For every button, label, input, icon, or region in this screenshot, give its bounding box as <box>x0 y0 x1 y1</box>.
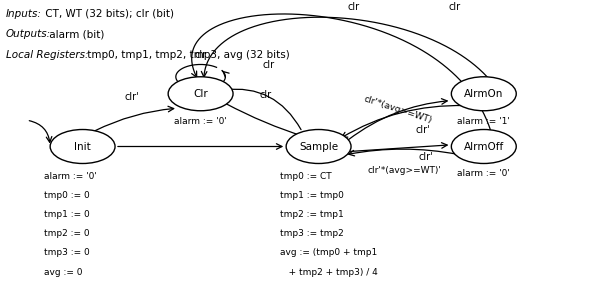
Text: clr'*(avg>=WT): clr'*(avg>=WT) <box>363 95 434 125</box>
Ellipse shape <box>286 130 351 163</box>
Text: clr': clr' <box>416 125 431 135</box>
Ellipse shape <box>451 130 516 163</box>
Text: + tmp2 + tmp3) / 4: + tmp2 + tmp3) / 4 <box>280 268 378 277</box>
Text: tmp3 := tmp2: tmp3 := tmp2 <box>280 229 344 239</box>
Ellipse shape <box>168 77 233 111</box>
Text: clr'*(avg>=WT)': clr'*(avg>=WT)' <box>367 166 441 175</box>
Text: Inputs:: Inputs: <box>6 9 42 19</box>
Text: clr': clr' <box>419 152 434 162</box>
Text: Local Registers:: Local Registers: <box>6 50 88 60</box>
Text: avg := 0: avg := 0 <box>44 268 83 277</box>
Text: clr: clr <box>263 60 274 70</box>
Text: tmp0 := CT: tmp0 := CT <box>280 172 332 181</box>
Text: tmp1 := 0: tmp1 := 0 <box>44 210 90 219</box>
Text: alarm := '1': alarm := '1' <box>457 117 510 126</box>
Ellipse shape <box>50 130 115 163</box>
Text: alarm (bit): alarm (bit) <box>46 29 104 39</box>
Text: avg := (tmp0 + tmp1: avg := (tmp0 + tmp1 <box>280 248 378 258</box>
Text: alarm := '0': alarm := '0' <box>457 169 510 178</box>
Text: clr': clr' <box>124 92 139 102</box>
Text: clr: clr <box>260 90 271 100</box>
Text: Init: Init <box>74 142 91 151</box>
Text: CT, WT (32 bits); clr (bit): CT, WT (32 bits); clr (bit) <box>42 9 175 19</box>
Text: AlrmOn: AlrmOn <box>464 89 503 99</box>
Text: alarm := '0': alarm := '0' <box>174 117 227 126</box>
Text: tmp3 := 0: tmp3 := 0 <box>44 248 90 258</box>
Text: Clr: Clr <box>194 89 208 99</box>
Text: tmp2 := 0: tmp2 := 0 <box>44 229 90 239</box>
Text: Sample: Sample <box>299 142 338 151</box>
Text: AlrmOff: AlrmOff <box>464 142 504 151</box>
Text: tmp2 := tmp1: tmp2 := tmp1 <box>280 210 344 219</box>
Text: alarm := '0': alarm := '0' <box>44 172 97 181</box>
Text: tmp0, tmp1, tmp2, tmp3, avg (32 bits): tmp0, tmp1, tmp2, tmp3, avg (32 bits) <box>84 50 290 60</box>
Text: tmp1 := tmp0: tmp1 := tmp0 <box>280 191 344 200</box>
Text: clr: clr <box>195 50 206 60</box>
Ellipse shape <box>451 77 516 111</box>
Text: Outputs:: Outputs: <box>6 29 51 39</box>
Text: clr: clr <box>348 2 360 12</box>
Text: clr: clr <box>448 2 460 12</box>
Text: tmp0 := 0: tmp0 := 0 <box>44 191 90 200</box>
